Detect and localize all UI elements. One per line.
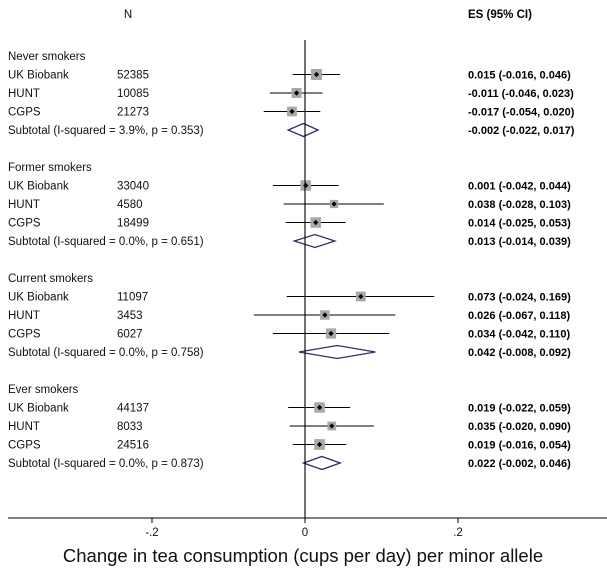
point-estimate: [293, 90, 300, 96]
study-ci-text: 0.035 (-0.020, 0.090): [468, 421, 571, 433]
study-label: HUNT: [8, 421, 40, 433]
study-n: 24516: [117, 440, 149, 452]
study-n: 6027: [117, 329, 143, 341]
subtotal-ci-text: 0.042 (-0.008, 0.092): [468, 347, 571, 359]
study-n: 21273: [117, 107, 149, 119]
study-label: UK Biobank: [8, 403, 69, 415]
point-estimate: [303, 182, 309, 189]
study-n: 4580: [117, 199, 143, 211]
point-estimate: [313, 71, 320, 78]
group-title: Current smokers: [8, 273, 93, 285]
subtotal-diamond: [301, 455, 343, 471]
study-label: UK Biobank: [8, 70, 69, 82]
subtotal-label: Subtotal (I-squared = 0.0%, p = 0.651): [8, 236, 204, 248]
point-estimate: [322, 312, 328, 318]
subtotal-label: Subtotal (I-squared = 0.0%, p = 0.873): [8, 458, 204, 470]
study-ci-text: 0.026 (-0.067, 0.118): [468, 310, 570, 322]
study-ci-text: -0.011 (-0.046, 0.023): [468, 88, 574, 100]
study-label: HUNT: [8, 199, 40, 211]
study-n: 18499: [117, 218, 149, 230]
study-ci-text: 0.015 (-0.016, 0.046): [468, 70, 571, 82]
header-es: ES (95% CI): [468, 9, 532, 21]
study-ci-text: 0.014 (-0.025, 0.053): [468, 218, 571, 230]
point-estimate: [331, 201, 337, 207]
study-label: CGPS: [8, 107, 41, 119]
study-ci-text: 0.001 (-0.042, 0.044): [468, 181, 571, 193]
study-ci-text: 0.073 (-0.024, 0.169): [468, 292, 571, 304]
study-ci-text: 0.034 (-0.042, 0.110): [468, 329, 570, 341]
study-label: HUNT: [8, 88, 40, 100]
study-label: CGPS: [8, 329, 41, 341]
subtotal-label: Subtotal (I-squared = 3.9%, p = 0.353): [8, 125, 204, 137]
study-n: 33040: [117, 181, 149, 193]
x-tick-label: 0: [302, 527, 308, 539]
study-n: 11097: [117, 292, 148, 304]
group-title: Former smokers: [8, 162, 92, 174]
study-n: 44137: [117, 403, 149, 415]
point-estimate: [313, 219, 319, 226]
subtotal-ci-text: 0.022 (-0.002, 0.046): [468, 458, 571, 470]
header-n: N: [124, 9, 132, 21]
subtotal-diamond: [286, 122, 320, 138]
subtotal-diamond: [292, 233, 337, 249]
group-title: Ever smokers: [8, 384, 79, 396]
point-estimate: [316, 404, 323, 411]
forest-rows: Never smokers UK Biobank 52385 0.015 (-0.01…: [8, 51, 575, 471]
study-n: 10085: [117, 88, 149, 100]
study-n: 3453: [117, 310, 143, 322]
study-label: UK Biobank: [8, 292, 69, 304]
subtotal-ci-text: -0.002 (-0.022, 0.017): [468, 125, 575, 137]
point-estimate: [329, 423, 335, 429]
study-label: HUNT: [8, 310, 40, 322]
x-axis-label: Change in tea consumption (cups per day)…: [63, 545, 543, 566]
study-label: CGPS: [8, 218, 41, 230]
study-ci-text: 0.019 (-0.016, 0.054): [468, 440, 571, 452]
study-n: 8033: [117, 421, 143, 433]
subtotal-label: Subtotal (I-squared = 0.0%, p = 0.758): [8, 347, 204, 359]
study-n: 52385: [117, 70, 149, 82]
x-tick-label: .2: [453, 527, 463, 539]
x-tick-label: -.2: [145, 527, 158, 539]
point-estimate: [316, 441, 323, 448]
subtotal-ci-text: 0.013 (-0.014, 0.039): [468, 236, 571, 248]
subtotal-diamond: [298, 344, 376, 360]
study-label: UK Biobank: [8, 181, 69, 193]
study-ci-text: 0.038 (-0.028, 0.103): [468, 199, 571, 211]
x-axis: -.2 0 .2: [8, 40, 607, 539]
study-ci-text: -0.017 (-0.054, 0.020): [468, 107, 575, 119]
point-estimate: [289, 108, 295, 115]
study-ci-text: 0.019 (-0.022, 0.059): [468, 403, 571, 415]
study-label: CGPS: [8, 440, 41, 452]
group-title: Never smokers: [8, 51, 86, 63]
point-estimate: [358, 293, 364, 300]
point-estimate: [328, 330, 334, 337]
